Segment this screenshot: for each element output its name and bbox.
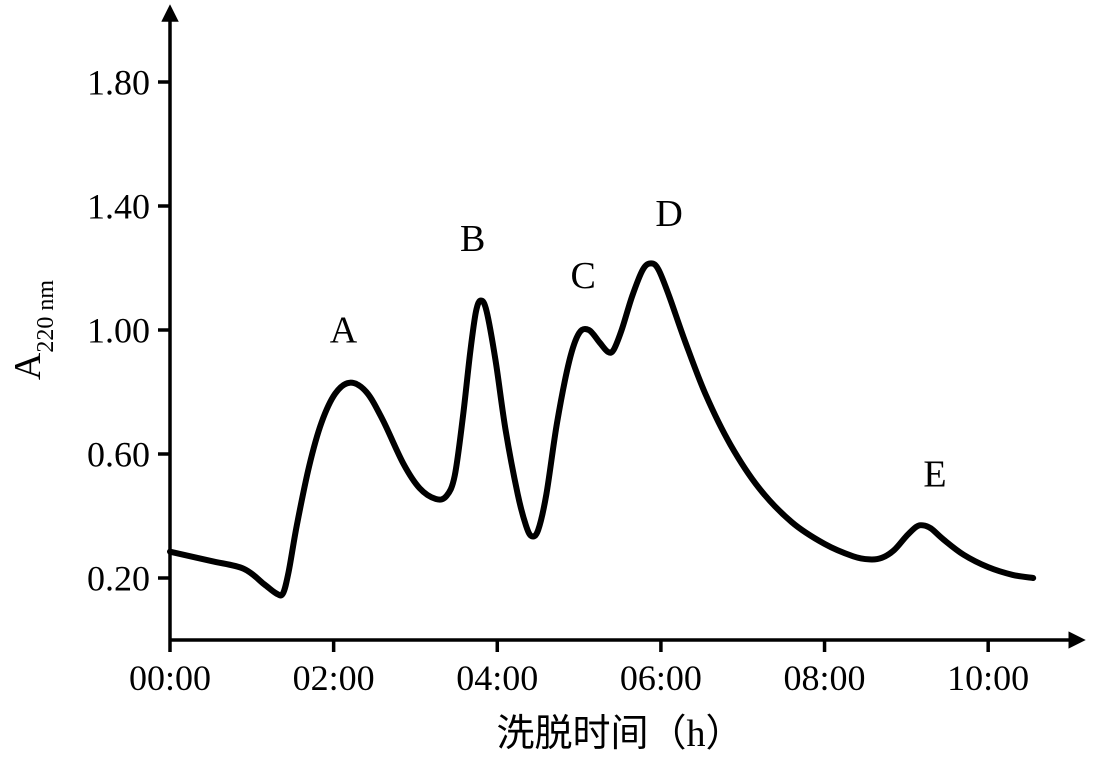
peak-label: E — [923, 454, 946, 496]
y-tick-label: 0.20 — [87, 559, 150, 599]
y-tick-label: 1.00 — [87, 311, 150, 351]
peak-label: C — [571, 255, 596, 297]
x-tick-label: 08:00 — [784, 658, 866, 698]
y-tick-label: 0.60 — [87, 435, 150, 475]
x-axis-label: 洗脱时间（h） — [496, 713, 743, 755]
x-tick-label: 04:00 — [456, 658, 538, 698]
x-tick-label: 06:00 — [620, 658, 702, 698]
peak-label: D — [655, 193, 682, 235]
y-tick-label: 1.80 — [87, 63, 150, 103]
chromatogram-chart: 00:00 02:00 04:00 06:00 08:00 10:00 0.20 0.60 1.… — [0, 0, 1099, 768]
peak-label: B — [460, 218, 485, 260]
x-tick-label: 02:00 — [293, 658, 375, 698]
x-tick-label: 00:00 — [129, 658, 211, 698]
x-tick-label: 10:00 — [947, 658, 1029, 698]
y-tick-label: 1.40 — [87, 187, 150, 227]
peak-label: A — [330, 309, 358, 351]
